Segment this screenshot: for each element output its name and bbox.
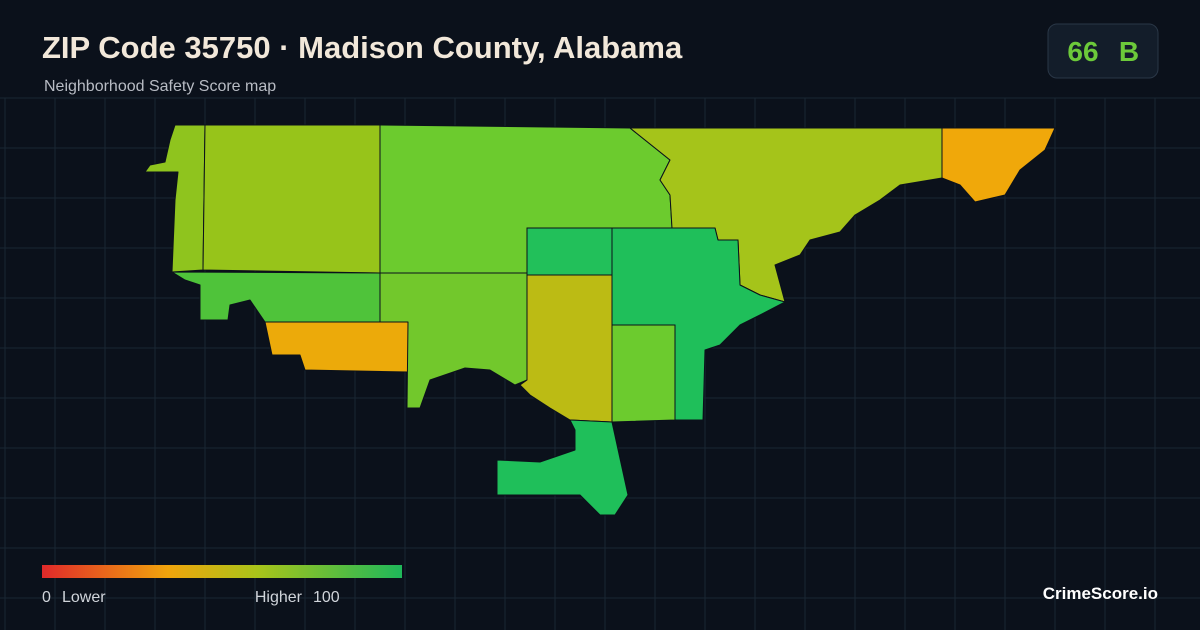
region (526, 227, 613, 276)
region (519, 274, 613, 423)
region (941, 127, 1056, 203)
subtitle: Neighborhood Safety Score map (44, 78, 276, 95)
region (171, 271, 381, 323)
score-badge (1047, 23, 1159, 79)
legend-min: 0 (42, 589, 51, 606)
region (264, 321, 409, 373)
score: 66 (1067, 36, 1098, 67)
legend-max: 100 (313, 589, 340, 606)
brand: CrimeScore.io (1043, 584, 1158, 603)
legend-max-label: Higher (255, 589, 303, 606)
legend-scale (42, 565, 402, 578)
map (144, 124, 1056, 516)
region (611, 324, 676, 423)
legend-min-label: Lower (62, 589, 106, 606)
region (496, 419, 629, 516)
grade: B (1119, 36, 1139, 67)
title: ZIP Code 35750 · Madison County, Alabama (42, 30, 683, 65)
region (202, 124, 381, 274)
